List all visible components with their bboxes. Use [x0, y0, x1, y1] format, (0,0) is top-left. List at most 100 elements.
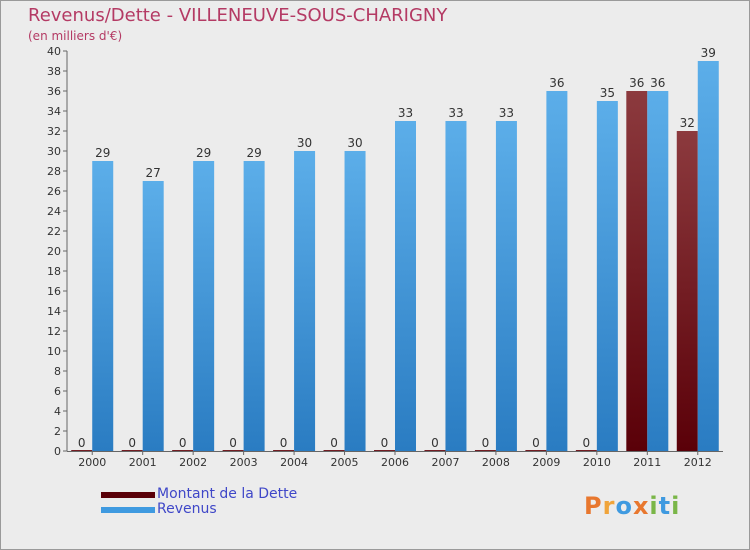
x-tick-label: 2009 [532, 456, 560, 469]
bar-revenus [243, 161, 265, 451]
data-label-revenus: 33 [398, 106, 413, 120]
y-tick-label: 8 [54, 365, 61, 378]
x-tick-label: 2002 [179, 456, 207, 469]
logo-letter: P [584, 492, 603, 520]
bar-revenus [495, 121, 517, 451]
bar-revenus [647, 91, 669, 451]
y-tick-label: 22 [47, 225, 61, 238]
data-label-dette: 0 [179, 436, 187, 450]
y-tick-label: 14 [47, 305, 61, 318]
y-tick-label: 26 [47, 185, 61, 198]
y-tick-label: 0 [54, 445, 61, 458]
x-tick-label: 2006 [381, 456, 409, 469]
data-label-dette: 0 [431, 436, 439, 450]
y-tick-label: 34 [47, 105, 61, 118]
bar-revenus [142, 181, 164, 451]
bar-dette [474, 450, 496, 451]
data-label-dette: 0 [330, 436, 338, 450]
y-tick-label: 36 [47, 85, 61, 98]
bar-revenus [445, 121, 467, 451]
bar-dette [323, 450, 345, 451]
bar-dette [71, 450, 93, 451]
chart-subtitle: (en milliers d'€) [28, 29, 123, 43]
legend-label-dette: Montant de la Dette [157, 486, 298, 502]
x-tick-label: 2008 [482, 456, 510, 469]
y-tick-label: 30 [47, 145, 61, 158]
bar-dette [121, 450, 143, 451]
chart-title: Revenus/Dette - VILLENEUVE-SOUS-CHARIGNY [28, 5, 448, 26]
y-tick-label: 10 [47, 345, 61, 358]
y-tick-label: 20 [47, 245, 61, 258]
data-label-revenus: 30 [347, 136, 362, 150]
y-tick-label: 12 [47, 325, 61, 338]
bar-revenus [395, 121, 416, 451]
bar-dette [222, 450, 244, 451]
y-tick-label: 16 [47, 285, 61, 298]
plot-area: 0246810121416182022242628303234363840200… [47, 45, 723, 469]
bar-revenus [697, 61, 719, 451]
data-label-revenus: 29 [196, 146, 211, 160]
y-tick-label: 2 [54, 425, 61, 438]
data-label-dette: 0 [78, 436, 86, 450]
data-label-revenus: 36 [549, 76, 564, 90]
x-tick-label: 2004 [280, 456, 308, 469]
x-tick-label: 2010 [583, 456, 611, 469]
x-tick-label: 2005 [331, 456, 359, 469]
y-tick-label: 28 [47, 165, 61, 178]
y-tick-label: 40 [47, 45, 61, 58]
x-tick-label: 2012 [684, 456, 712, 469]
y-tick-label: 4 [54, 405, 61, 418]
data-label-revenus: 29 [246, 146, 261, 160]
data-label-dette: 36 [629, 76, 644, 90]
data-label-revenus: 27 [146, 166, 161, 180]
y-tick-label: 24 [47, 205, 61, 218]
data-label-revenus: 33 [448, 106, 463, 120]
legend-swatch-dette [101, 492, 155, 498]
logo-letter: t [658, 492, 672, 520]
logo-letter: o [615, 492, 633, 520]
logo-letter: i [649, 492, 659, 520]
data-label-revenus: 35 [600, 86, 615, 100]
data-label-revenus: 30 [297, 136, 312, 150]
x-tick-label: 2007 [431, 456, 459, 469]
data-label-dette: 0 [583, 436, 591, 450]
legend-swatch-revenus [101, 507, 155, 513]
bar-dette [424, 450, 446, 451]
x-tick-label: 2001 [129, 456, 157, 469]
bar-dette [273, 450, 295, 451]
data-label-dette: 0 [128, 436, 136, 450]
data-label-dette: 32 [680, 116, 695, 130]
logo-letter: r [602, 492, 616, 520]
y-tick-label: 18 [47, 265, 61, 278]
x-tick-label: 2000 [78, 456, 106, 469]
data-label-revenus: 39 [701, 46, 716, 60]
bar-revenus [344, 151, 366, 451]
bar-dette [575, 450, 597, 451]
bar-dette [374, 450, 395, 451]
data-label-dette: 0 [280, 436, 288, 450]
x-tick-label: 2011 [633, 456, 661, 469]
legend-label-revenus: Revenus [157, 501, 217, 517]
y-tick-label: 6 [54, 385, 61, 398]
y-tick-label: 32 [47, 125, 61, 138]
bar-revenus [596, 101, 618, 451]
bar-dette [676, 131, 698, 451]
data-label-dette: 0 [482, 436, 490, 450]
data-label-dette: 0 [381, 436, 389, 450]
x-tick-label: 2003 [230, 456, 258, 469]
data-label-revenus: 36 [650, 76, 665, 90]
proxiti-logo: Proxiti [584, 492, 680, 520]
bar-dette [525, 450, 547, 451]
bar-revenus [546, 91, 568, 451]
logo-letter: x [632, 492, 650, 520]
data-label-revenus: 33 [499, 106, 514, 120]
data-label-dette: 0 [229, 436, 237, 450]
logo-letter: i [671, 492, 681, 520]
bar-revenus [193, 161, 215, 451]
data-label-dette: 0 [532, 436, 540, 450]
bar-dette [626, 91, 648, 451]
y-tick-label: 38 [47, 65, 61, 78]
data-label-revenus: 29 [95, 146, 110, 160]
